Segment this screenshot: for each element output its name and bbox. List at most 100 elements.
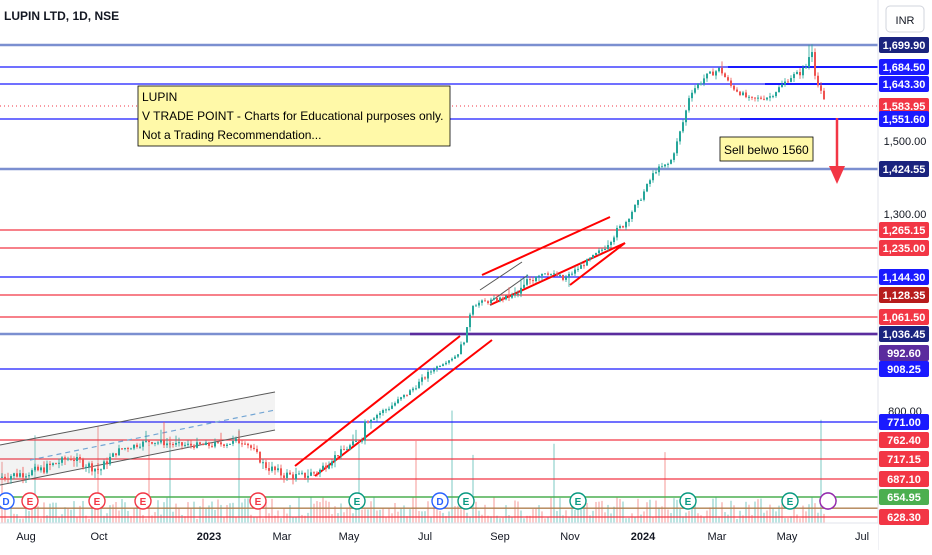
candle-body [463,342,465,345]
candle-body [691,92,693,99]
volume-bar [583,504,585,523]
currency-button-label[interactable]: INR [896,15,915,27]
price-tag-label-17: 687.10 [887,474,921,486]
candle-body [802,68,804,76]
volume-bar [682,516,684,523]
volume-bar [769,504,771,523]
candle-body [184,444,186,446]
trend-channels [0,216,626,486]
candle-body [565,276,567,280]
volume-bar [433,503,435,523]
volume-bar [505,505,507,523]
volume-bar [121,499,123,523]
candle-body [262,462,264,464]
candle-body [673,153,675,160]
price-tag-label-10: 1,061.50 [883,312,926,324]
volume-bar [109,505,111,523]
candle-body [25,476,27,478]
candle-body [508,295,510,298]
candle-body [196,442,198,448]
candle-body [658,166,660,173]
volume-bar [364,509,366,523]
candle-body [484,300,486,302]
candle-body [694,88,696,93]
candle-body [466,327,468,343]
volume-bar [499,518,501,523]
price-tag-12 [879,345,929,361]
candle-body [226,444,228,446]
time-tick-3: Mar [273,531,292,543]
volume-bar [715,497,717,523]
candle-body [787,81,789,83]
volume-bar [616,497,618,523]
price-tag-15 [879,432,929,448]
volume-bar [256,516,258,523]
candle-body [199,442,201,445]
candle-body [52,463,54,466]
volume-bar [100,500,102,523]
volume-bar [73,501,75,523]
price-tag-label-8: 1,144.30 [883,272,926,284]
volume-bar [286,513,288,523]
volume-bar [511,516,513,523]
candle-body [121,448,123,450]
candle-body [649,180,651,184]
volume-bar [379,509,381,523]
volume-bar [217,499,219,523]
volume-bar [145,518,147,523]
candle-body [157,442,159,444]
volume-bar [703,517,705,523]
candle-body [223,444,225,446]
candle-body [679,131,681,142]
info-note-line-2: V TRADE POINT - Charts for Educational p… [142,109,443,123]
candle-body [76,457,78,462]
candle-body [364,421,366,441]
candle-body [547,273,549,275]
event-marker-8 [569,492,587,510]
candle-body [82,459,84,468]
currency-button[interactable]: INR [885,5,925,33]
volume-bar [460,509,462,523]
volume-bar [103,515,105,523]
volume-bar [442,512,444,523]
candle-body [790,78,792,82]
volume-bar [760,498,762,523]
candle-body [664,164,666,167]
volume-bar [475,501,477,523]
volume-bar [64,507,66,523]
candle-body [16,473,18,477]
volume-bar [763,512,765,523]
candle-body [682,122,684,132]
time-tick-2: 2023 [197,531,221,543]
currency-button-frame[interactable] [885,5,925,33]
volume-bar [466,512,468,523]
candle-body [478,302,480,306]
candle-body [532,280,534,282]
price-tag-label-7: 1,235.00 [883,243,926,255]
volume-bar [496,515,498,523]
volume-bar [157,500,159,523]
volume-bar [328,501,330,523]
channel-line-3 [294,335,461,467]
candle-body [559,274,561,276]
candle-body [211,445,213,447]
candle-body [520,287,522,294]
event-marker-2 [88,492,106,510]
price-tag-10 [879,309,929,325]
candle-body [595,253,597,255]
candle-body [73,460,75,462]
candle-body [646,183,648,192]
volume-bar [289,504,291,523]
candle-body [727,77,729,81]
candle-body [31,470,33,476]
event-marker-7 [431,492,449,510]
volume-bar [628,517,630,523]
volume-bar [4,498,6,523]
price-tag-label-16: 717.15 [887,454,921,466]
channel-line-1 [0,429,276,486]
volume-bar [76,517,78,523]
volume-bar [196,518,198,523]
volume-bar [634,517,636,523]
volume-bar [91,501,93,523]
